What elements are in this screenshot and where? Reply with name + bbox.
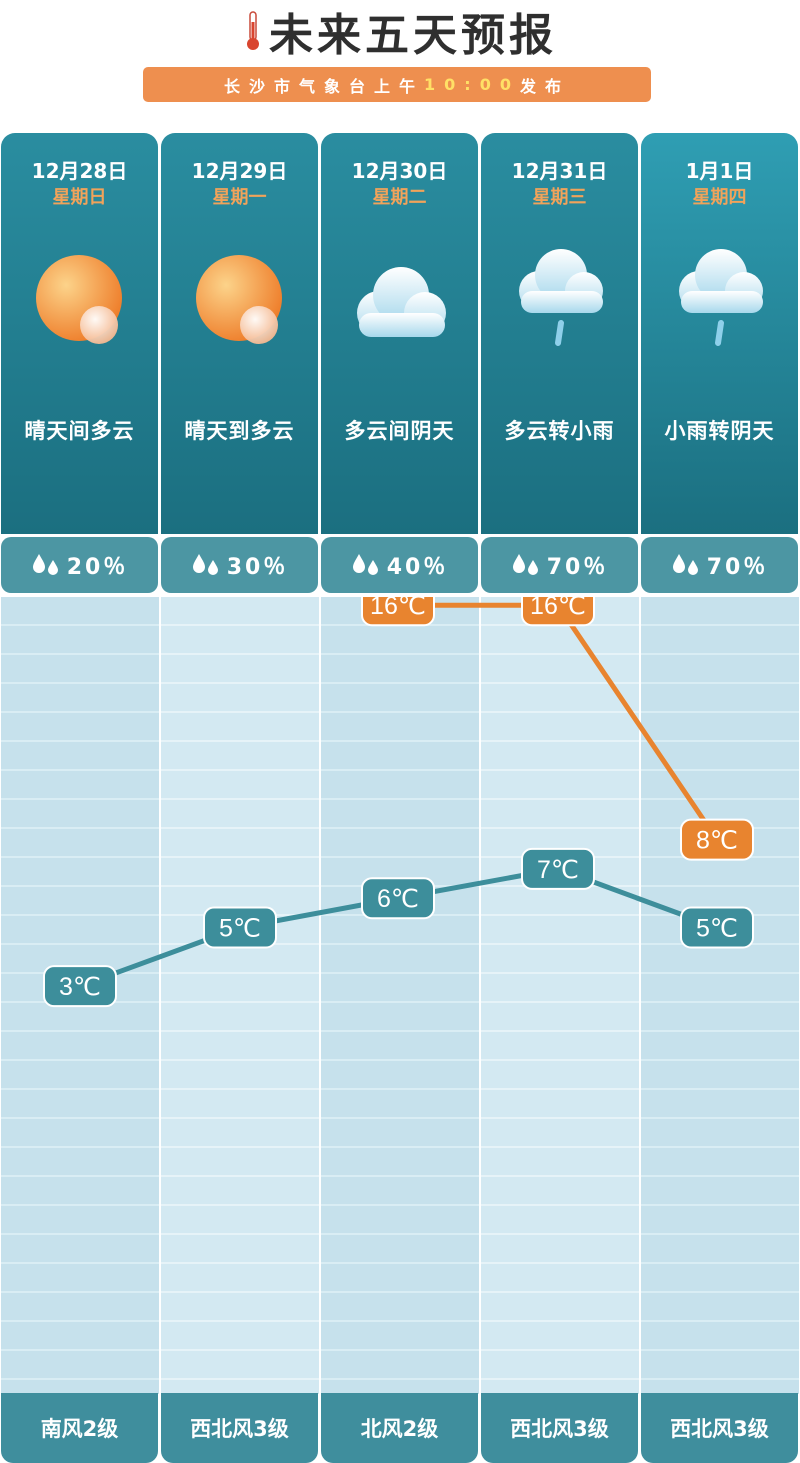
low-temp-badge (203, 906, 277, 949)
rain-cloud-icon (519, 249, 603, 346)
low-temp-point: 7℃ (521, 847, 595, 890)
temperature-chart: 17℃19℃16℃16℃8℃3℃5℃6℃7℃5℃ (43, 597, 754, 1008)
high-temp-badge (521, 597, 595, 627)
wind-value: 南风2级 (40, 1417, 119, 1441)
publish-time: 10:00 (424, 75, 520, 94)
high-temp-point: 16℃ (521, 597, 595, 627)
day-condition: 小雨转阴天 (664, 419, 775, 443)
day-card: 1月1日 星期四 小雨转阴天 (641, 133, 798, 534)
day-condition: 多云转小雨 (504, 419, 615, 443)
day-condition: 晴天间多云 (24, 419, 135, 443)
day-date: 12月29日 (191, 159, 288, 183)
sun-cloud-icon (196, 255, 282, 344)
high-temp-line (378, 597, 720, 842)
day-date: 12月28日 (31, 159, 128, 183)
day-weekday: 星期三 (532, 187, 587, 208)
publish-note-suffix: 发布 (519, 76, 570, 96)
wind-value: 西北风3级 (670, 1417, 769, 1441)
day-card: 12月30日 星期二 多云间阴天 (321, 133, 478, 534)
cloud-icon (357, 267, 446, 337)
raindrops-icon (192, 554, 218, 575)
day-weekday: 星期二 (372, 187, 427, 208)
sun-cloud-icon (36, 255, 122, 344)
raindrops-icon (672, 554, 698, 575)
high-temp-point: 8℃ (680, 818, 754, 861)
chart-column-bg (641, 597, 799, 1394)
low-temp-point: 6℃ (361, 877, 435, 920)
precip-value: 70％ (546, 555, 609, 580)
raindrops-icon (512, 554, 538, 575)
low-temp-badge (361, 877, 435, 920)
low-temp-label: 5℃ (696, 915, 738, 943)
wind-badge: 西北风3级 (481, 1393, 638, 1463)
low-temp-badge (521, 847, 595, 890)
high-temp-badge (680, 818, 754, 861)
raindrops-icon (352, 554, 378, 575)
low-temp-label: 5℃ (219, 915, 261, 943)
high-temp-label: 16℃ (370, 597, 426, 620)
raindrops-icon (32, 554, 58, 575)
low-temp-point: 3℃ (43, 965, 117, 1008)
precip-badge: 20％ (1, 537, 158, 593)
low-temp-label: 3℃ (59, 973, 101, 1001)
precip-badge: 30％ (161, 537, 318, 593)
day-weekday: 星期一 (212, 187, 267, 208)
chart-column-bg (161, 597, 319, 1394)
day-weekday: 星期日 (52, 187, 107, 208)
day-condition: 晴天到多云 (184, 419, 295, 443)
publish-note: 长沙市气象台上午 10:00 发布 (143, 67, 651, 102)
day-card: 12月29日 星期一 晴天到多云 (161, 133, 318, 534)
wind-value: 北风2级 (360, 1417, 439, 1441)
high-temp-label: 8℃ (696, 827, 738, 855)
low-temp-badge (680, 906, 754, 949)
day-weekday: 星期四 (692, 187, 747, 208)
day-date: 1月1日 (685, 159, 754, 183)
precip-badge: 70％ (481, 537, 638, 593)
high-temp-badge (361, 597, 435, 627)
day-date: 12月31日 (511, 159, 608, 183)
low-temp-label: 7℃ (537, 856, 579, 884)
precip-value: 40％ (386, 555, 449, 580)
chart-column-bg (481, 597, 639, 1394)
wind-badge: 南风2级 (1, 1393, 158, 1463)
page-title: 未来五天预报 (243, 0, 557, 63)
wind-badge: 西北风3级 (641, 1393, 798, 1463)
header: 未来五天预报 (0, 0, 800, 62)
precip-value: 30％ (226, 555, 289, 580)
wind-badge: 西北风3级 (161, 1393, 318, 1463)
wind-value: 西北风3级 (190, 1417, 289, 1441)
precip-value: 20％ (66, 555, 129, 580)
high-temp-label: 16℃ (530, 597, 586, 620)
high-temp-point: 16℃ (361, 597, 435, 627)
wind-badge: 北风2级 (321, 1393, 478, 1463)
precip-value: 70％ (706, 555, 769, 580)
day-condition: 多云间阴天 (344, 419, 455, 443)
wind-value: 西北风3级 (510, 1417, 609, 1441)
rain-cloud-icon (679, 249, 763, 346)
low-temp-label: 6℃ (377, 885, 419, 913)
low-temp-point: 5℃ (680, 906, 754, 949)
day-card: 12月28日 星期日 晴天间多云 (1, 133, 158, 534)
page-title-text: 未来五天预报 (269, 10, 557, 61)
chart-column-bg (321, 597, 479, 1394)
day-date: 12月30日 (351, 159, 448, 183)
publish-note-text: 长沙市气象台上午 (224, 76, 425, 96)
low-temp-point: 5℃ (203, 906, 277, 949)
precip-badge: 70％ (641, 537, 798, 593)
low-temp-badge (43, 965, 117, 1008)
precip-badge: 40％ (321, 537, 478, 593)
thermometer-icon (247, 11, 259, 50)
day-card: 12月31日 星期三 多云转小雨 (481, 133, 638, 534)
